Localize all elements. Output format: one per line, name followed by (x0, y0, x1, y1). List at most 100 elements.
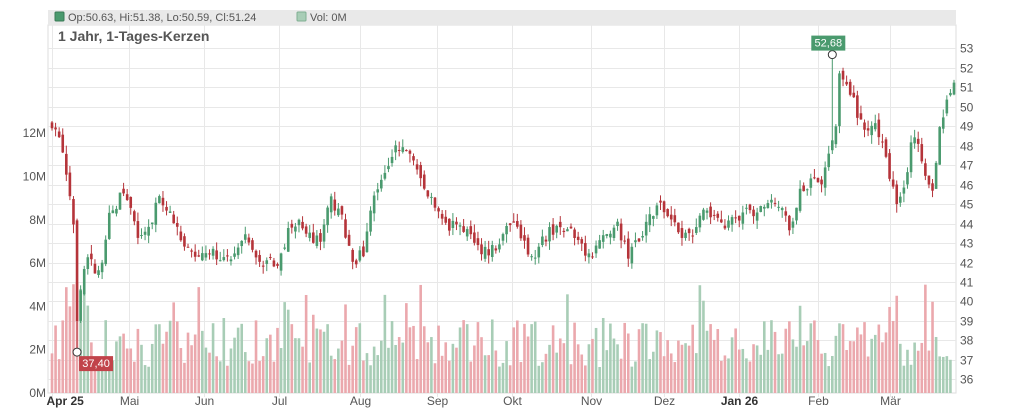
volume-bar (125, 348, 129, 393)
candle-body (405, 150, 408, 152)
candle-body (68, 172, 72, 197)
candle-body (186, 246, 190, 248)
candle-body (516, 221, 519, 227)
candle-body (730, 217, 734, 225)
volume-bar (870, 338, 873, 393)
volume-bar (519, 362, 523, 393)
volume-bar (537, 365, 541, 393)
candle-body (183, 236, 186, 247)
candle-body (634, 240, 637, 243)
volume-bar (448, 360, 451, 393)
candle-body (72, 199, 75, 225)
candle-body (702, 209, 705, 220)
candle-body (440, 213, 444, 219)
candle-body (909, 142, 913, 173)
volume-bar (798, 305, 802, 393)
candle-body (637, 238, 641, 242)
price-tick-label: 51 (960, 81, 974, 95)
time-tick-label: Dez (654, 394, 675, 408)
volume-bar (401, 342, 405, 393)
volume-bar (745, 358, 748, 393)
volume-bar (838, 323, 841, 393)
candle-body (623, 240, 626, 242)
volume-bar (609, 323, 612, 393)
candle-body (272, 260, 276, 267)
volume-bar (548, 344, 551, 393)
ohlc-legend-swatch[interactable] (54, 11, 65, 22)
candle-body (86, 257, 90, 269)
candle-body (920, 144, 924, 162)
volume-bar (809, 323, 813, 393)
candle-body (347, 234, 351, 246)
candle-body (669, 214, 673, 220)
volume-bar (920, 342, 924, 393)
volume-bar (601, 317, 605, 393)
volume-bar (201, 330, 204, 393)
candle-body (75, 220, 79, 322)
candle-body (437, 208, 440, 212)
candle-body (666, 209, 669, 217)
volume-bar (50, 353, 54, 393)
volume-bar (183, 362, 186, 393)
candle-body (641, 235, 644, 238)
volume-bar (594, 327, 598, 393)
candle-body (501, 234, 505, 241)
volume-bar (344, 304, 347, 393)
volume-bar (501, 362, 505, 393)
volume-bar (315, 328, 319, 393)
volume-bar (340, 340, 344, 393)
candle-body (161, 197, 165, 206)
candle-body (609, 233, 612, 238)
candle-body (813, 177, 816, 179)
volume-bar (730, 337, 734, 393)
candle-body (240, 240, 244, 247)
volume-bar (394, 344, 397, 393)
volume-bar (465, 324, 469, 393)
candle-body (365, 231, 369, 253)
candle-body (279, 253, 283, 271)
price-tick-label: 52 (960, 62, 974, 76)
candle-body (129, 196, 133, 208)
candle-body (580, 239, 584, 244)
candle-body (233, 253, 236, 257)
volume-bar (598, 367, 601, 393)
candle-body (648, 214, 652, 226)
volume-bar (766, 349, 770, 393)
volume-bar (122, 333, 125, 393)
volume-bar (605, 350, 609, 393)
candle-body (387, 166, 390, 170)
candle-body (752, 209, 755, 217)
candle-body (601, 235, 605, 242)
candle-body (616, 221, 619, 227)
volume-bar (712, 339, 716, 393)
price-tick-label: 53 (960, 42, 974, 56)
volume-bar (100, 362, 104, 393)
volume-legend-swatch[interactable] (296, 11, 307, 22)
candle-body (802, 185, 805, 192)
volume-bar (412, 325, 415, 393)
price-tick-label: 43 (960, 237, 974, 251)
candle-body (519, 224, 523, 239)
volume-bar (498, 366, 501, 393)
candle-body (247, 237, 251, 243)
candle-body (952, 82, 956, 95)
candle-body (394, 145, 397, 153)
candle-body (823, 167, 827, 188)
volume-bar (168, 320, 172, 393)
volume-bar (369, 365, 372, 393)
candle-body (856, 95, 859, 118)
candle-body (154, 202, 158, 225)
time-tick-label: Jul (272, 394, 287, 408)
price-tick-label: 45 (960, 198, 974, 212)
candle-body (351, 249, 354, 262)
volume-bar (666, 340, 669, 393)
grid-lines (47, 24, 957, 397)
volume-bar (455, 347, 458, 393)
volume-bar (558, 338, 562, 393)
volume-bar (240, 323, 244, 393)
volume-bar (641, 323, 644, 393)
volume-bar (68, 306, 72, 393)
candle-body (190, 250, 193, 252)
candle-body (841, 70, 845, 80)
volume-bar (816, 340, 820, 393)
